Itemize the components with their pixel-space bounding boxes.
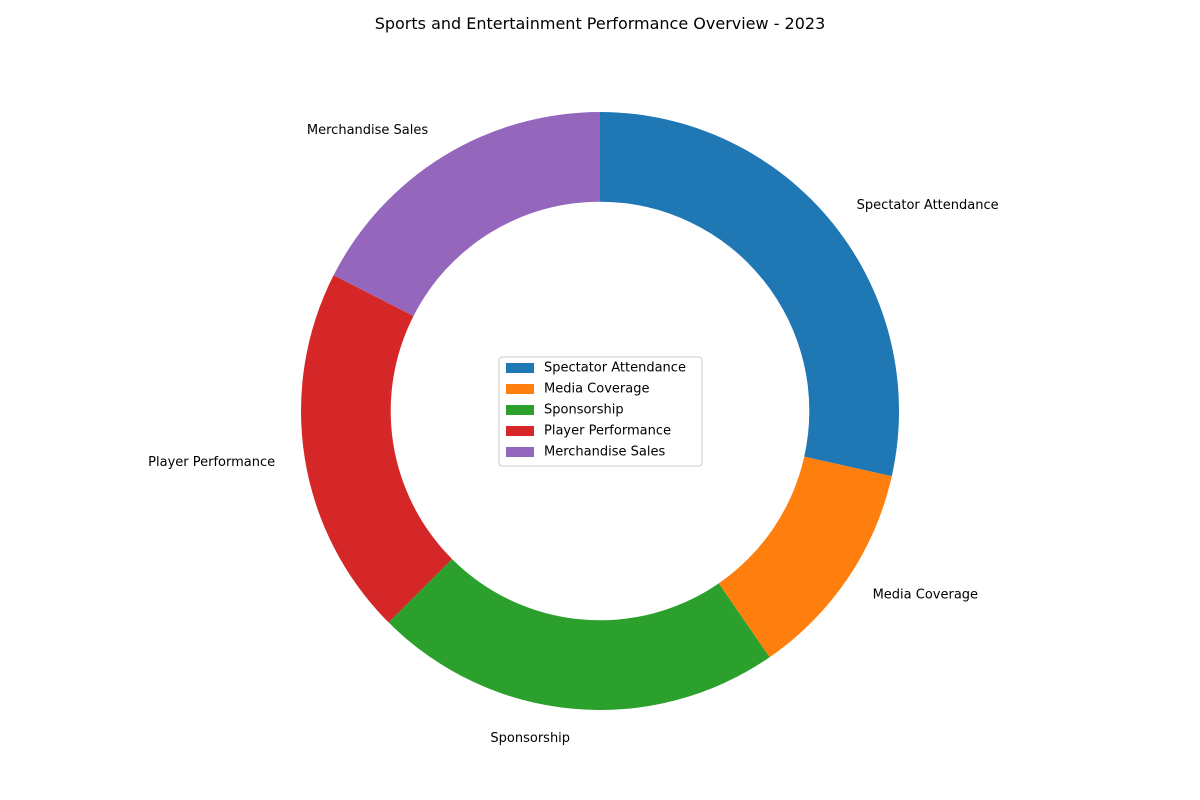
legend-swatch-sponsorship — [506, 405, 534, 415]
slice-media-coverage — [718, 456, 892, 658]
chart-title: Sports and Entertainment Performance Ove… — [375, 14, 826, 33]
slice-sponsorship — [388, 558, 770, 710]
legend-swatch-media-coverage — [506, 384, 534, 394]
legend-swatch-spectator-attendance — [506, 363, 534, 373]
slice-label-spectator-attendance: Spectator Attendance — [857, 198, 999, 213]
slice-player-performance — [301, 275, 453, 623]
legend-label-spectator-attendance: Spectator Attendance — [544, 361, 686, 376]
legend-swatch-player-performance — [506, 426, 534, 436]
legend-swatch-merchandise-sales — [506, 447, 534, 457]
slice-merchandise-sales — [333, 112, 600, 316]
slice-label-sponsorship: Sponsorship — [490, 731, 570, 746]
slice-spectator-attendance — [600, 112, 900, 477]
slice-label-merchandise-sales: Merchandise Sales — [307, 123, 428, 138]
slice-label-media-coverage: Media Coverage — [873, 588, 978, 603]
slice-label-player-performance: Player Performance — [148, 455, 275, 470]
legend-label-sponsorship: Sponsorship — [544, 403, 624, 418]
slice-labels: Spectator Attendance Media Coverage Sponso… — [148, 123, 998, 746]
legend-label-media-coverage: Media Coverage — [544, 382, 649, 397]
legend-frame — [498, 356, 703, 467]
legend-label-merchandise-sales: Merchandise Sales — [544, 445, 665, 460]
legend: Spectator Attendance Media Coverage Sponso… — [498, 356, 703, 467]
legend-label-player-performance: Player Performance — [544, 424, 671, 439]
donut-slices — [301, 112, 900, 710]
